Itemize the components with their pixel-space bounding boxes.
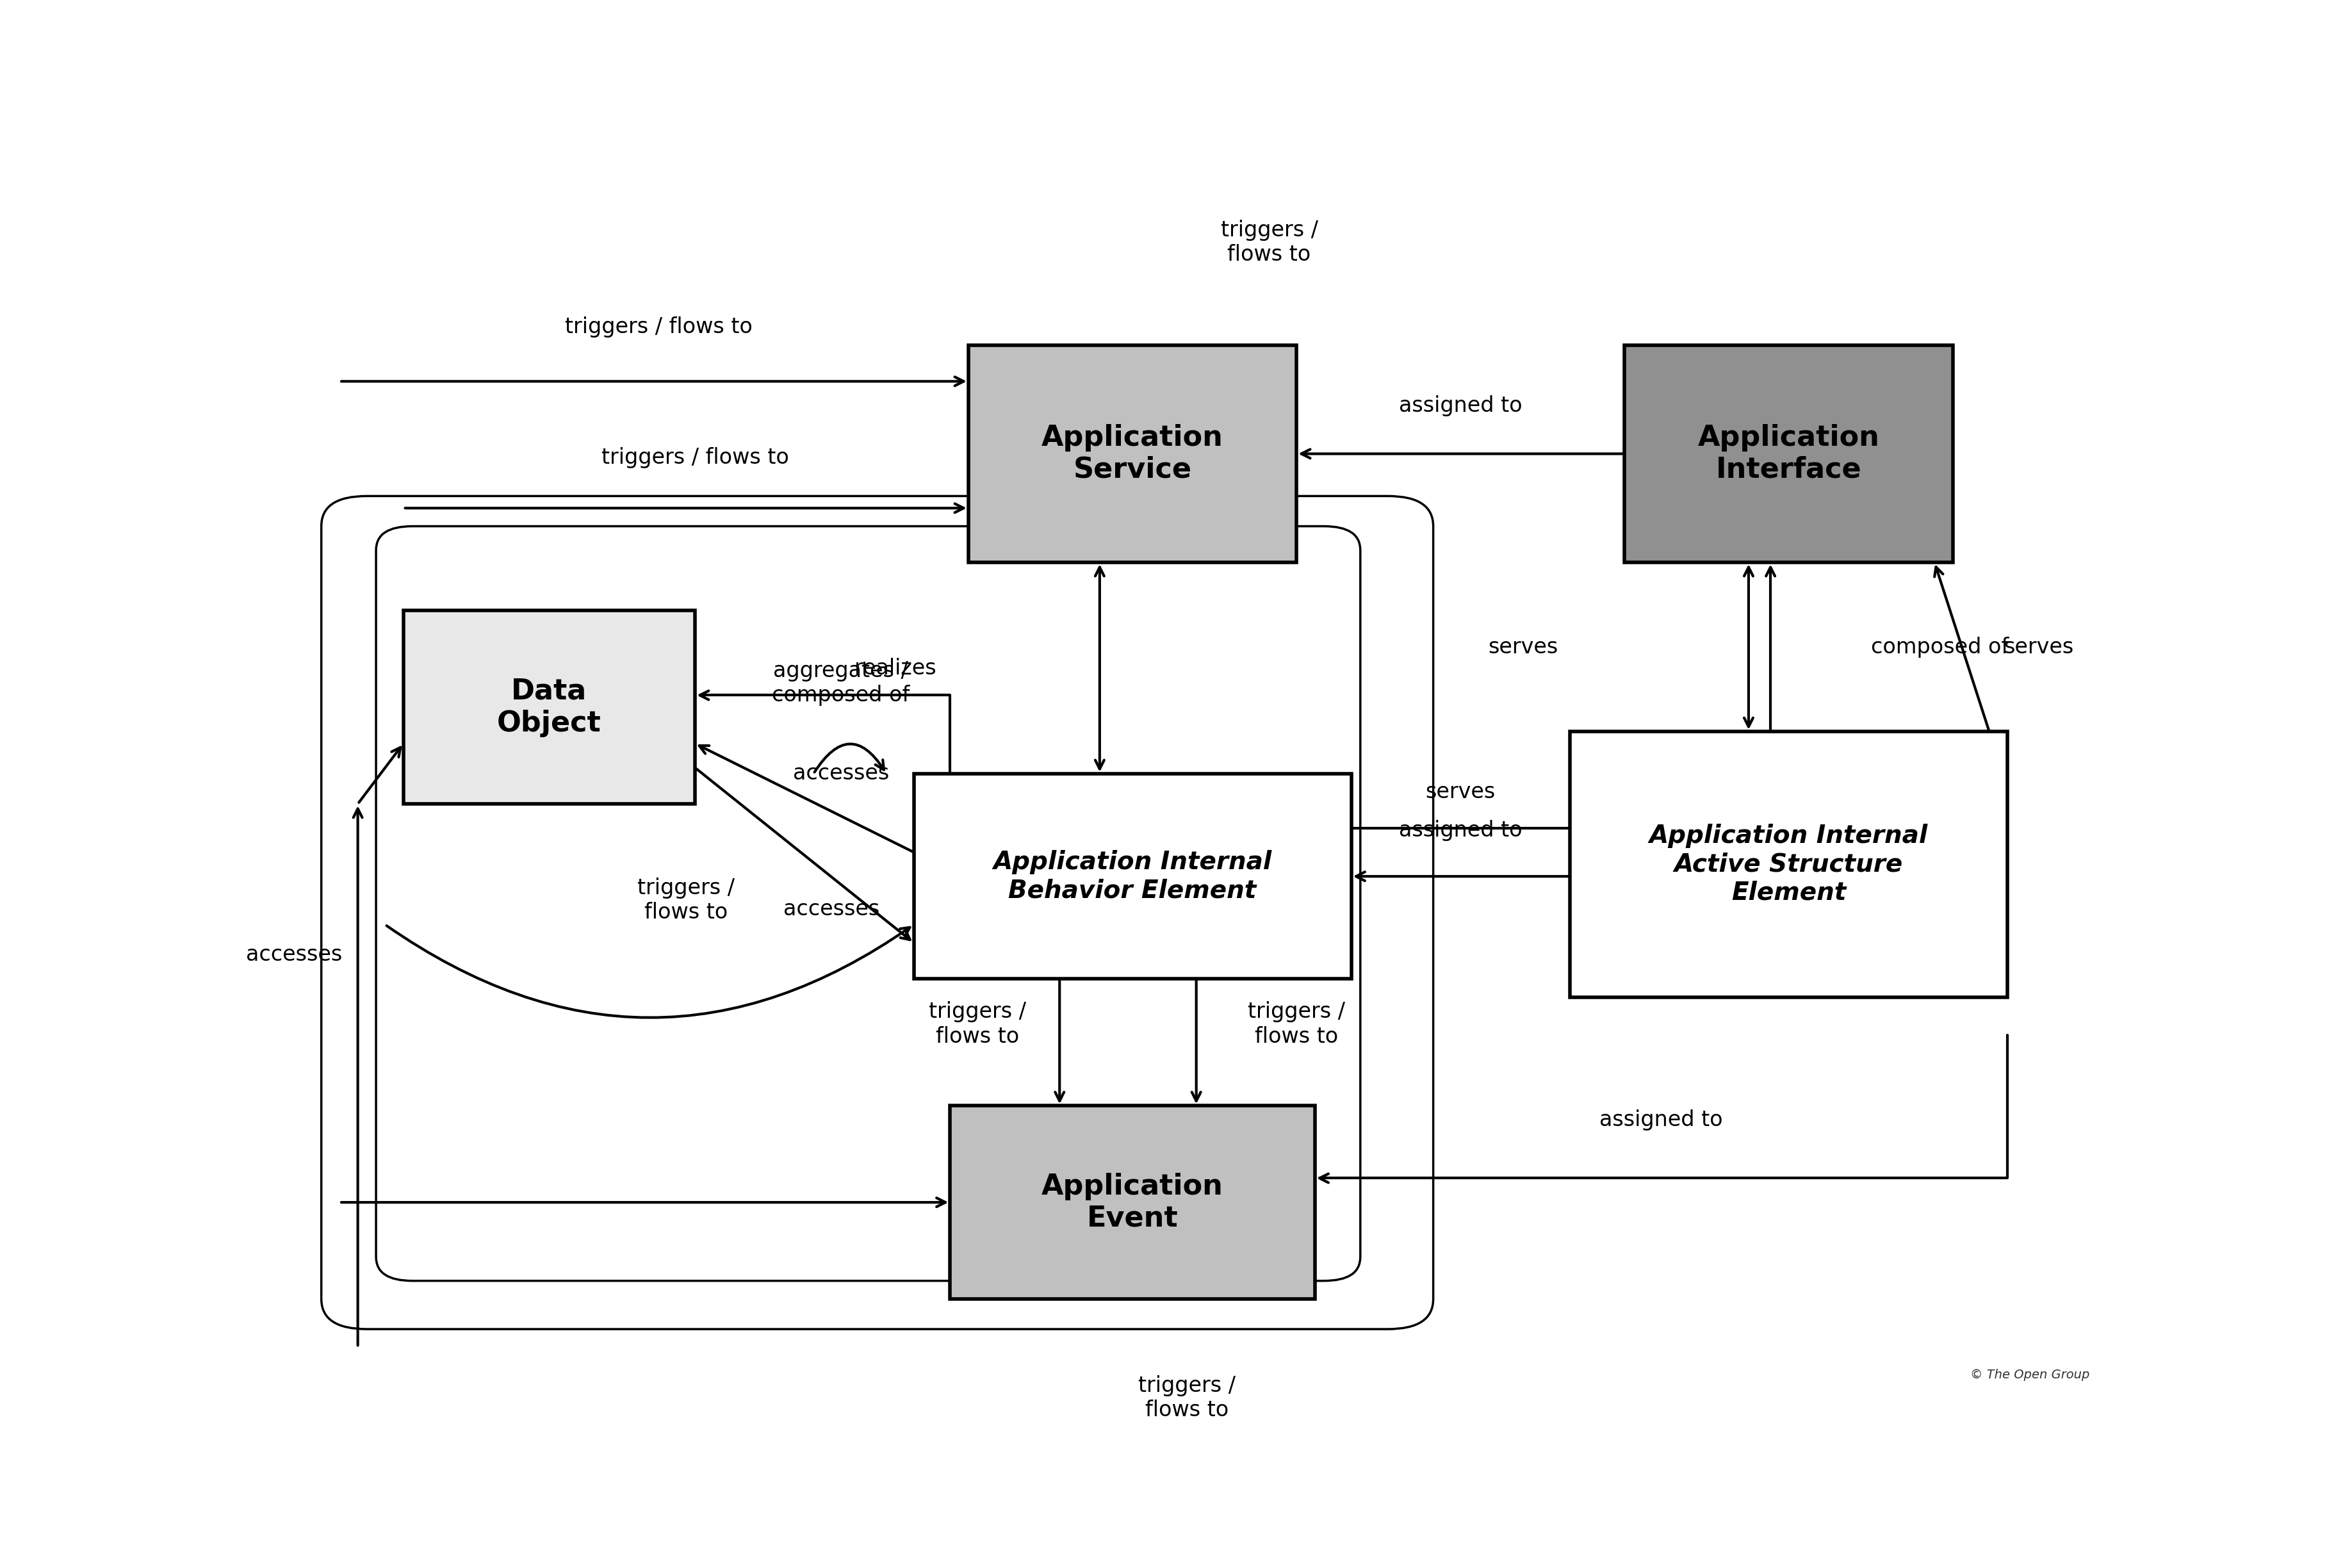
Text: accesses: accesses xyxy=(783,898,880,919)
Text: assigned to: assigned to xyxy=(1599,1110,1722,1131)
Text: aggregates /
composed of: aggregates / composed of xyxy=(771,660,910,706)
Text: realizes: realizes xyxy=(854,657,936,679)
Text: accesses: accesses xyxy=(247,944,341,966)
Text: composed of: composed of xyxy=(1870,637,2009,657)
FancyBboxPatch shape xyxy=(950,1105,1315,1298)
Text: Application
Service: Application Service xyxy=(1042,423,1223,483)
Text: Application Internal
Behavior Element: Application Internal Behavior Element xyxy=(993,850,1272,903)
Text: Application
Interface: Application Interface xyxy=(1698,423,1879,483)
Text: assigned to: assigned to xyxy=(1399,820,1522,840)
Text: triggers /
flows to: triggers / flows to xyxy=(929,1002,1025,1047)
Text: triggers /
flows to: triggers / flows to xyxy=(1138,1375,1235,1421)
Text: triggers / flows to: triggers / flows to xyxy=(564,317,753,337)
Text: serves: serves xyxy=(2004,637,2074,657)
FancyBboxPatch shape xyxy=(1571,731,2009,997)
Text: serves: serves xyxy=(1425,781,1496,803)
FancyBboxPatch shape xyxy=(405,612,696,804)
Text: assigned to: assigned to xyxy=(1399,395,1522,416)
Text: triggers /
flows to: triggers / flows to xyxy=(1221,220,1317,265)
Text: triggers /
flows to: triggers / flows to xyxy=(637,878,734,924)
FancyBboxPatch shape xyxy=(1625,345,1952,563)
Text: Application Internal
Active Structure
Element: Application Internal Active Structure El… xyxy=(1649,823,1929,905)
Text: © The Open Group: © The Open Group xyxy=(1971,1369,2089,1381)
Text: triggers /
flows to: triggers / flows to xyxy=(1249,1002,1345,1047)
Text: serves: serves xyxy=(1489,637,1557,657)
Text: triggers / flows to: triggers / flows to xyxy=(602,447,788,467)
Text: Data
Object: Data Object xyxy=(496,677,602,737)
FancyBboxPatch shape xyxy=(915,773,1352,978)
Text: Application
Event: Application Event xyxy=(1042,1173,1223,1232)
Text: accesses: accesses xyxy=(793,764,889,784)
FancyBboxPatch shape xyxy=(969,345,1296,563)
